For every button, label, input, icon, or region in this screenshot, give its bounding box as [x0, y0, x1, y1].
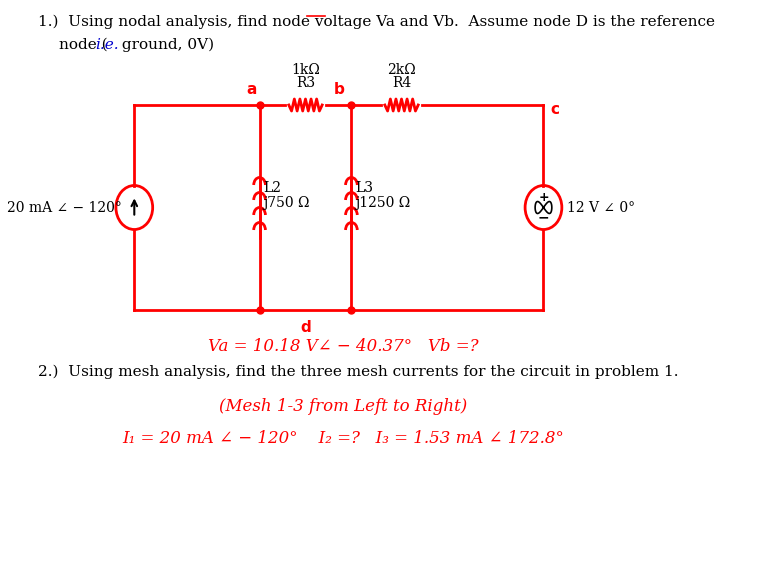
Text: j1250 Ω: j1250 Ω [356, 195, 411, 210]
Text: i.e.: i.e. [95, 38, 119, 52]
Text: +: + [538, 191, 549, 204]
Text: 2kΩ: 2kΩ [387, 63, 416, 77]
Text: L2: L2 [264, 180, 282, 195]
Text: a: a [246, 82, 256, 98]
Text: Va = 10.18 V∠ − 40.37°   Vb =?: Va = 10.18 V∠ − 40.37° Vb =? [207, 338, 478, 355]
Text: 2.)  Using mesh analysis, find the three mesh currents for the circuit in proble: 2.) Using mesh analysis, find the three … [38, 365, 679, 379]
Text: d: d [300, 320, 311, 336]
Text: 20 mA ∠ − 120°: 20 mA ∠ − 120° [7, 200, 122, 215]
Text: L3: L3 [356, 180, 374, 195]
Text: 1.)  Using nodal analysis, find node voltage Va and Vb.  Assume node D is the re: 1.) Using nodal analysis, find node volt… [38, 15, 715, 29]
Text: c: c [550, 103, 559, 118]
Text: j750 Ω: j750 Ω [264, 195, 310, 210]
Text: R4: R4 [392, 76, 411, 90]
Text: 12 V ∠ 0°: 12 V ∠ 0° [567, 200, 635, 215]
Text: −: − [537, 211, 549, 224]
Text: (Mesh 1-3 from Left to Right): (Mesh 1-3 from Left to Right) [219, 398, 467, 415]
Text: R3: R3 [296, 76, 315, 90]
Text: I₁ = 20 mA ∠ − 120°    I₂ =?   I₃ = 1.53 mA ∠ 172.8°: I₁ = 20 mA ∠ − 120° I₂ =? I₃ = 1.53 mA ∠… [122, 430, 564, 447]
Text: ground, 0V): ground, 0V) [117, 38, 214, 53]
Text: node (: node ( [59, 38, 108, 52]
Text: b: b [334, 82, 344, 98]
Text: 1kΩ: 1kΩ [291, 63, 320, 77]
